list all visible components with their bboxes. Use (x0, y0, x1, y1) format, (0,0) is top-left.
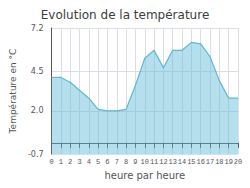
svg-text:16: 16 (196, 158, 204, 166)
svg-text:-0.7: -0.7 (28, 150, 44, 159)
svg-text:5: 5 (96, 158, 100, 166)
svg-text:2: 2 (68, 158, 72, 166)
svg-text:15: 15 (187, 158, 195, 166)
svg-text:20: 20 (234, 158, 242, 166)
svg-text:Température en °C: Température en °C (8, 49, 18, 135)
svg-text:0: 0 (49, 158, 53, 166)
svg-text:1: 1 (59, 158, 63, 166)
svg-text:17: 17 (206, 158, 214, 166)
svg-text:9: 9 (133, 158, 137, 166)
svg-text:2.0: 2.0 (31, 106, 44, 115)
svg-text:8: 8 (124, 158, 128, 166)
svg-text:4.5: 4.5 (31, 67, 44, 76)
svg-text:13: 13 (169, 158, 177, 166)
svg-text:7: 7 (115, 158, 119, 166)
svg-text:19: 19 (224, 158, 232, 166)
svg-text:18: 18 (215, 158, 223, 166)
svg-text:7.2: 7.2 (31, 24, 44, 33)
svg-text:10: 10 (141, 158, 149, 166)
svg-text:11: 11 (150, 158, 158, 166)
svg-text:4: 4 (87, 158, 91, 166)
svg-text:12: 12 (159, 158, 167, 166)
svg-text:14: 14 (178, 158, 186, 166)
svg-text:6: 6 (105, 158, 109, 166)
svg-text:Evolution de la température: Evolution de la température (41, 8, 210, 22)
svg-text:3: 3 (77, 158, 81, 166)
svg-text:heure par heure: heure par heure (104, 170, 185, 181)
